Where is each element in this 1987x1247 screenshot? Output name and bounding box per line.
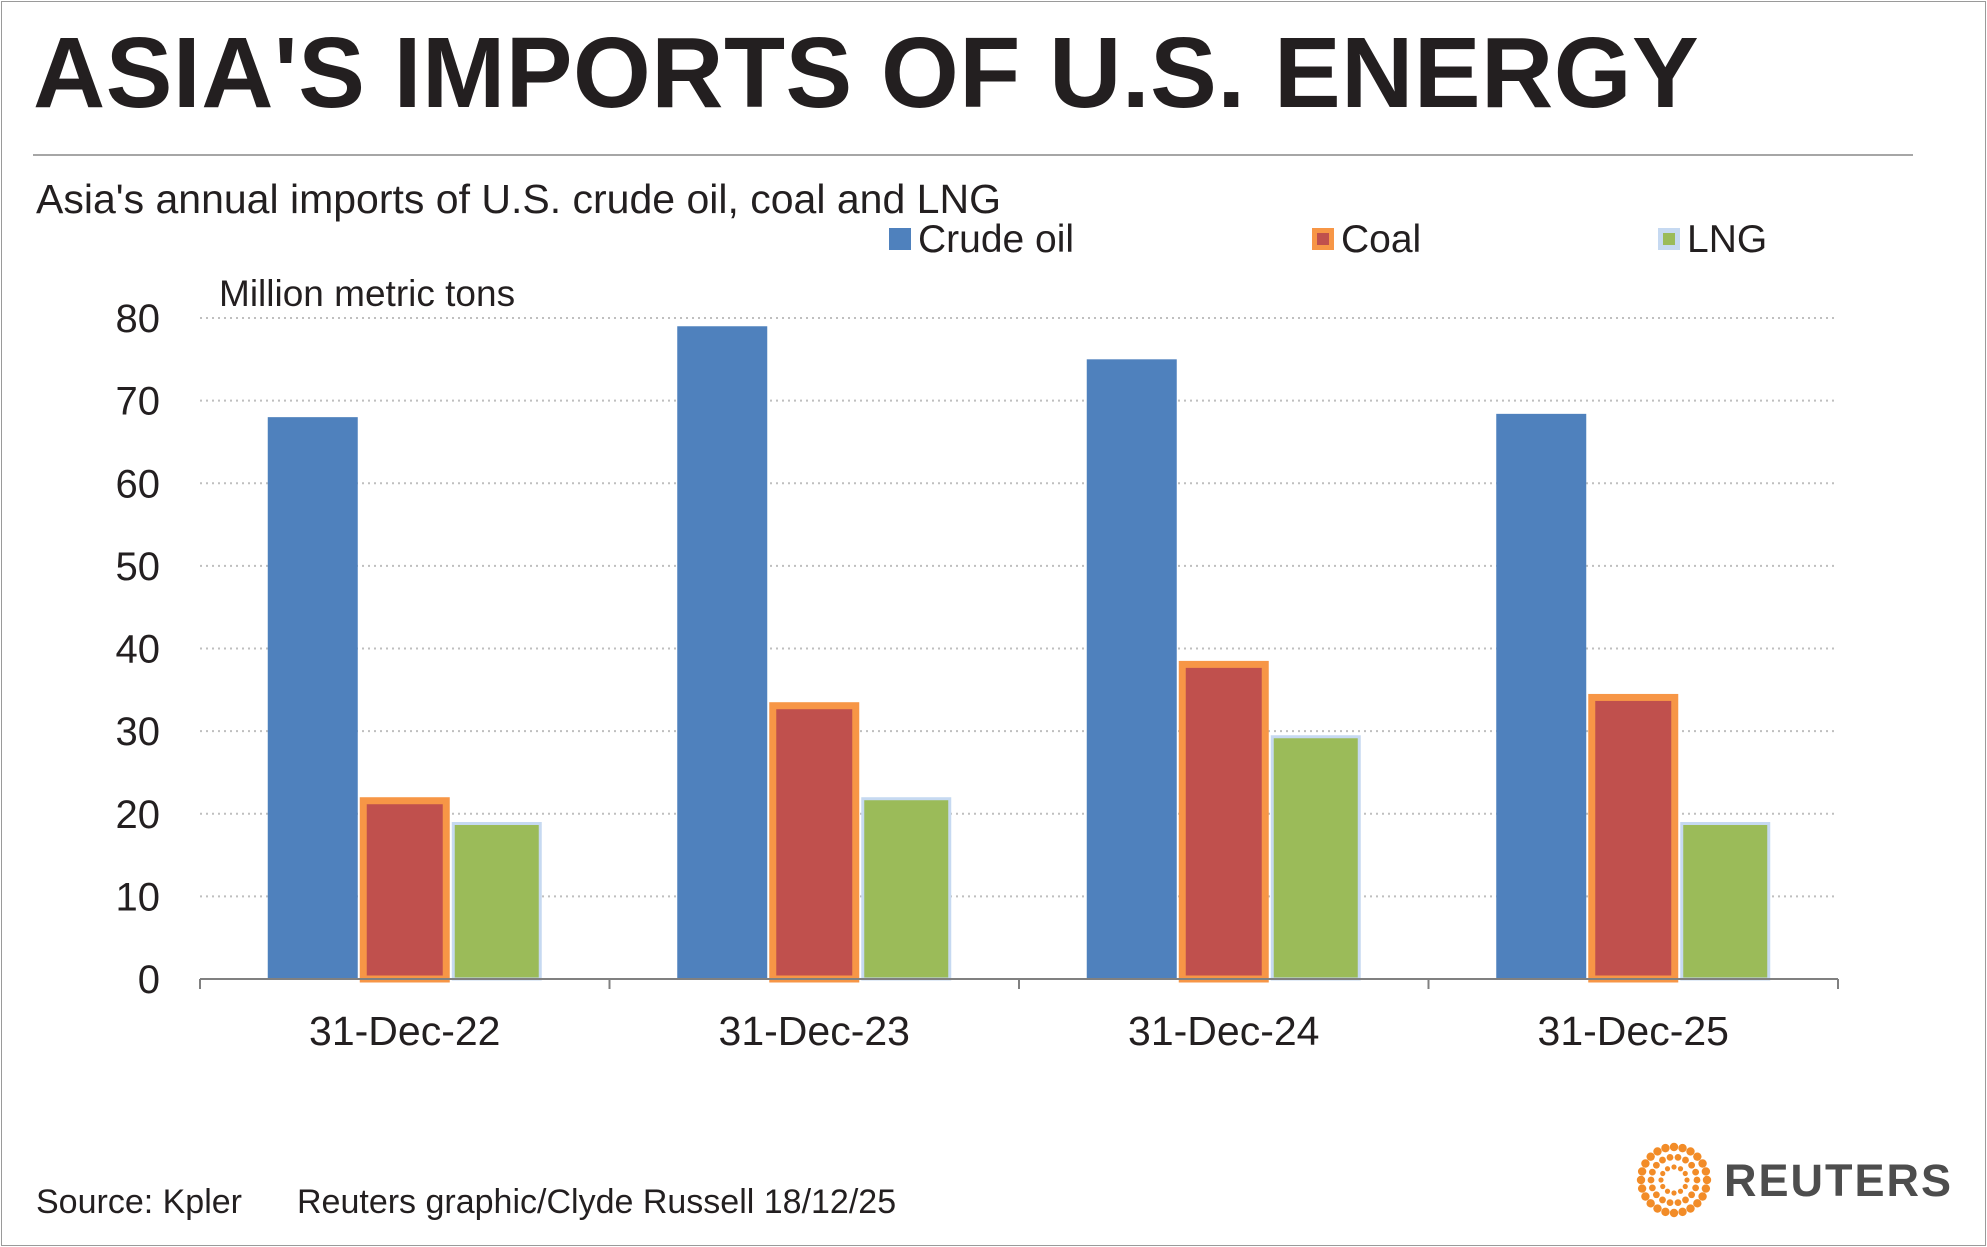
reuters-logo-mark [1636,1142,1712,1218]
logo-dot [1682,1196,1689,1204]
legend-label-lng: LNG [1687,218,1767,261]
bar-lng [1270,735,1361,981]
logo-dot [1661,1207,1670,1217]
logo-dot [1692,1168,1700,1176]
logo-dot [1688,1161,1696,1169]
bar-lng [1680,822,1771,981]
reuters-logo: REUTERS [1636,1142,1953,1218]
logo-dot [1682,1156,1689,1164]
title-divider [33,154,1913,156]
logo-dot [1677,1166,1684,1172]
logo-dot [1652,1161,1660,1169]
logo-dot [1698,1192,1707,1201]
logo-dot [1686,1204,1695,1213]
logo-dot [1674,1199,1682,1207]
logo-dot [1677,1188,1684,1194]
x-tick-label: 31-Dec-25 [1538,1008,1729,1054]
legend-label-coal: Coal [1341,218,1421,261]
logo-dot [1671,1190,1677,1196]
y-tick-label: 20 [116,793,161,837]
y-tick-label: 80 [116,297,161,341]
logo-dot [1682,1183,1688,1190]
logo-dot [1661,1143,1670,1153]
legend-swatch-coal [1312,228,1334,250]
logo-dot [1666,1153,1674,1161]
logo-dot [1636,1175,1646,1185]
logo-dot [1646,1152,1655,1161]
logo-dot [1659,1156,1666,1164]
bar-coal [769,702,860,983]
x-tick-label: 31-Dec-23 [719,1008,910,1054]
credit-note: Reuters graphic/Clyde Russell 18/12/25 [297,1183,897,1221]
logo-dot [1648,1168,1656,1176]
reuters-wordmark: REUTERS [1724,1155,1953,1206]
logo-dot [1693,1152,1702,1161]
logo-dot [1701,1167,1711,1176]
logo-dot [1647,1176,1655,1184]
logo-dot [1653,1147,1662,1156]
legend-swatch-crude [889,228,911,250]
legend-label-crude: Crude oil [918,218,1074,261]
bar-crude [1496,413,1587,980]
logo-dot [1637,1167,1647,1176]
bar-lng [861,797,952,981]
bar-crude [267,417,358,979]
logo-dot [1671,1164,1677,1170]
logo-dot [1641,1192,1650,1201]
logo-dot [1659,1196,1666,1204]
source-note: Source: Kpler [36,1183,242,1221]
logo-dot [1652,1191,1660,1199]
bar-crude [677,326,768,979]
logo-dot [1648,1184,1656,1192]
logo-dot [1688,1191,1696,1199]
logo-dot [1664,1166,1671,1172]
logo-dot [1698,1159,1707,1168]
logo-dot [1646,1199,1655,1208]
logo-dot [1669,1208,1679,1218]
logo-dot [1686,1147,1695,1156]
logo-dot [1701,1184,1711,1193]
logo-dot [1678,1143,1687,1153]
logo-dot [1641,1159,1650,1168]
chart-title: ASIA'S IMPORTS OF U.S. ENERGY [33,17,1700,129]
y-tick-label: 60 [116,462,161,506]
bar-crude [1086,359,1177,979]
logo-dot [1693,1199,1702,1208]
logo-dot [1684,1177,1690,1183]
bar-coal [359,797,450,983]
chart-subtitle: Asia's annual imports of U.S. crude oil,… [36,176,1001,222]
bar-lng [451,822,542,981]
y-tick-label: 70 [116,380,161,424]
logo-dot [1678,1207,1687,1217]
y-tick-label: 30 [116,710,161,754]
y-tick-label: 0 [138,958,160,1002]
bar-coal [1178,660,1269,983]
y-tick-label: 40 [116,628,161,672]
y-tick-label: 10 [116,875,161,919]
logo-dot [1660,1170,1666,1177]
x-tick-label: 31-Dec-22 [309,1008,500,1054]
logo-dot [1702,1175,1712,1185]
logo-dot [1669,1142,1679,1152]
x-tick-label: 31-Dec-24 [1128,1008,1319,1054]
logo-dot [1682,1170,1688,1177]
logo-dot [1664,1188,1671,1194]
logo-dot [1674,1153,1682,1161]
y-tick-label: 50 [116,545,161,589]
logo-dot [1692,1184,1700,1192]
logo-dot [1658,1177,1664,1183]
logo-dot [1653,1204,1662,1213]
logo-dot [1637,1184,1647,1193]
bar-coal [1588,693,1679,983]
logo-dot [1693,1176,1701,1184]
logo-dot [1666,1199,1674,1207]
y-axis-label: Million metric tons [219,273,515,314]
logo-dot [1660,1183,1666,1190]
legend-swatch-lng [1658,228,1680,250]
